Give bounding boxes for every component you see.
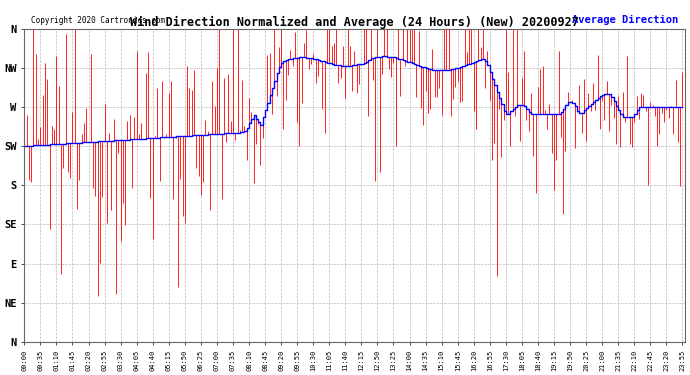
Text: Copyright 2020 Cartronics.com: Copyright 2020 Cartronics.com (31, 16, 165, 26)
Text: Average Direction: Average Direction (572, 15, 678, 26)
Title: Wind Direction Normalized and Average (24 Hours) (New) 20200927: Wind Direction Normalized and Average (2… (130, 15, 579, 28)
